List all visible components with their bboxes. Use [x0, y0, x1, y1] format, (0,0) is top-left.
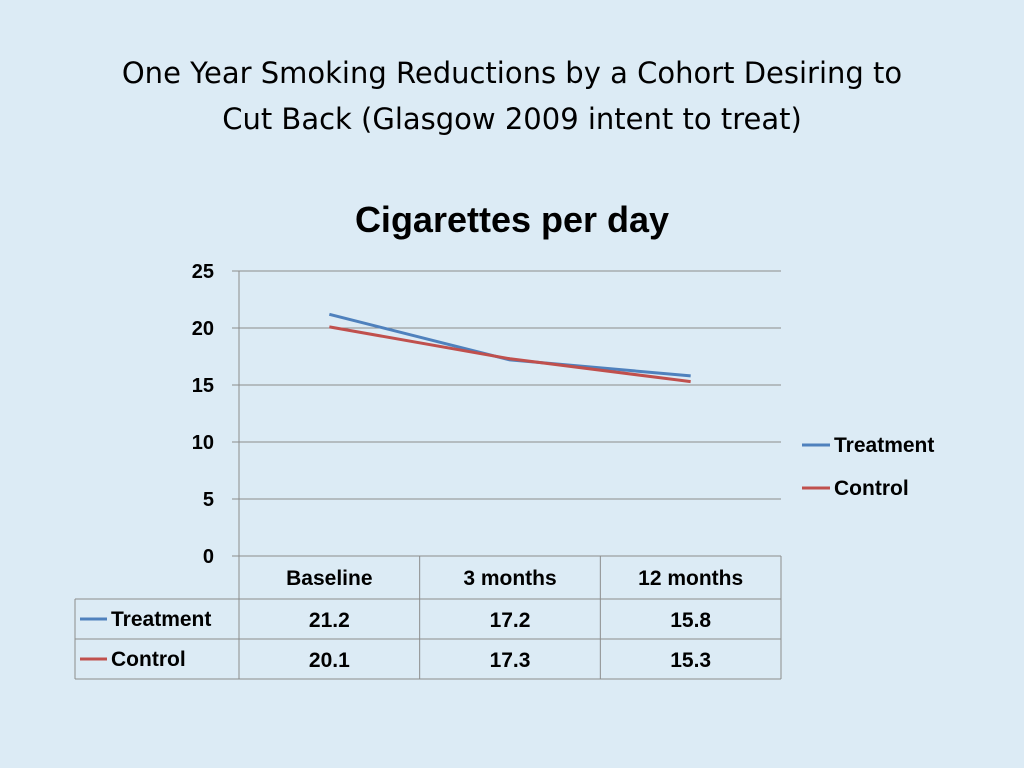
category-label: 3 months	[463, 567, 556, 590]
legend: Treatment Control	[802, 434, 934, 500]
data-table: Baseline 3 months 12 months Treatment 21.2 17…	[74, 555, 782, 680]
y-tick-label: 0	[203, 546, 214, 568]
gridlines	[239, 270, 781, 557]
category-label: 12 months	[638, 567, 743, 590]
series-line	[328, 312, 691, 378]
series-line	[329, 325, 691, 384]
y-tick-label: 10	[192, 432, 214, 454]
table-series-name: Control	[111, 648, 186, 671]
y-axis: 0 5 10 15 20 25	[192, 261, 240, 568]
table-value: 17.3	[490, 649, 531, 672]
slide-title-line-1: One Year Smoking Reductions by a Cohort …	[121, 56, 903, 90]
slide-title: One Year Smoking Reductions by a Cohort …	[40, 50, 984, 142]
y-tick-label: 25	[192, 261, 214, 283]
table-value: 15.3	[670, 649, 711, 672]
slide-title-line-2: Cut Back (Glasgow 2009 intent to treat)	[222, 102, 802, 136]
table-value: 21.2	[309, 609, 350, 632]
table-series-name: Treatment	[111, 608, 211, 631]
table-value: 20.1	[309, 649, 350, 672]
y-tick-label: 20	[192, 318, 214, 340]
table-value: 17.2	[490, 609, 531, 632]
legend-label: Treatment	[834, 434, 934, 457]
legend-label: Control	[834, 477, 909, 500]
chart-title: Cigarettes per day	[355, 199, 669, 240]
y-tick-label: 5	[203, 489, 214, 511]
y-tick-label: 15	[192, 375, 214, 397]
table-value: 15.8	[670, 609, 711, 632]
category-label: Baseline	[286, 567, 372, 590]
series-lines	[328, 312, 691, 384]
